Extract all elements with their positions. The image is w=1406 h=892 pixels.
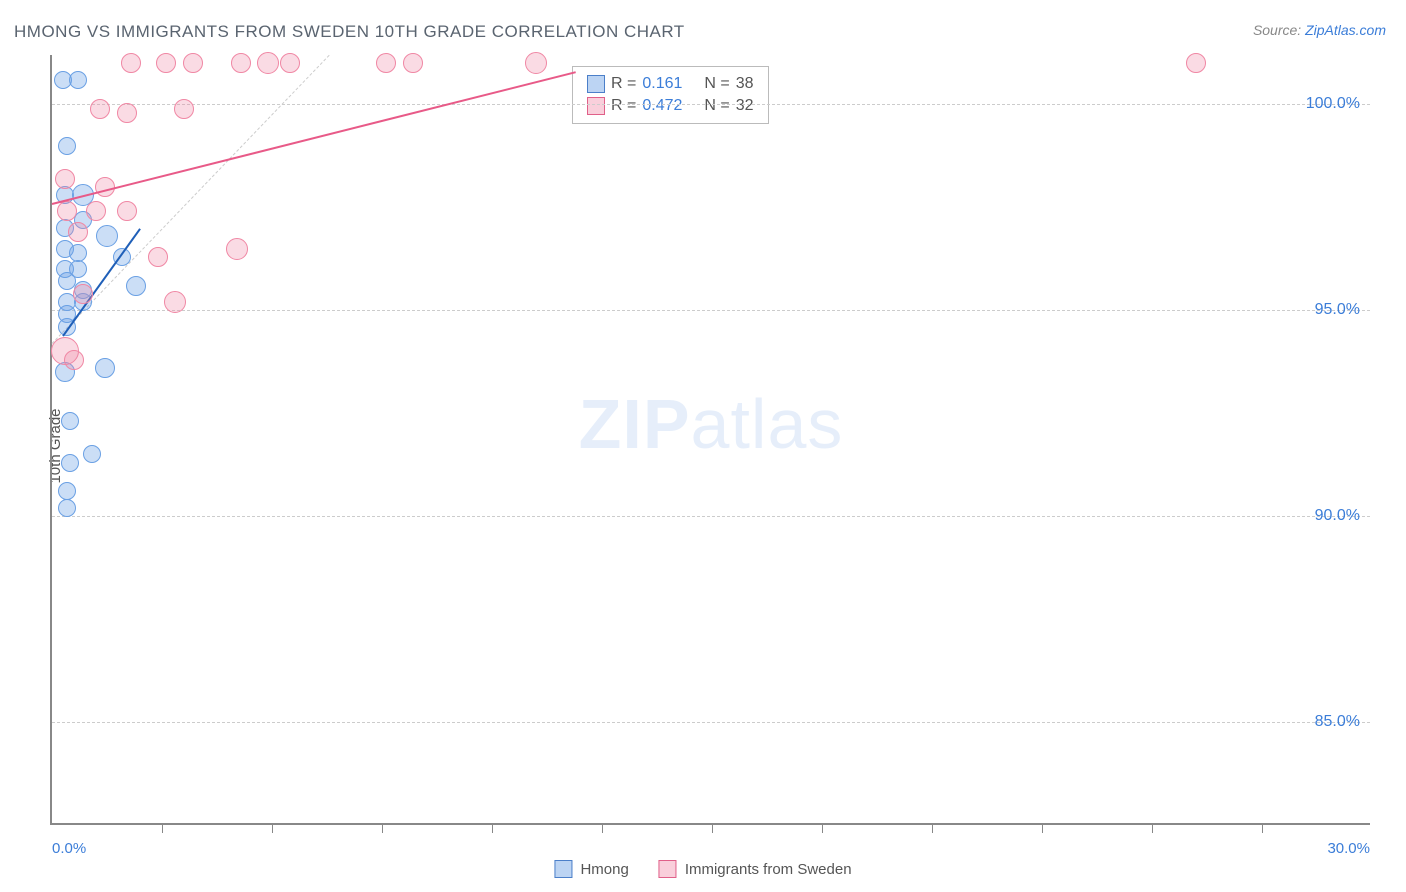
data-point-sweden bbox=[226, 238, 248, 260]
legend-label-hmong: Hmong bbox=[580, 861, 628, 878]
x-tick bbox=[932, 823, 933, 833]
data-point-sweden bbox=[257, 52, 279, 74]
r-value-sweden: 0.472 bbox=[642, 97, 682, 115]
data-point-hmong bbox=[126, 276, 146, 296]
data-point-sweden bbox=[376, 53, 396, 73]
watermark-atlas: atlas bbox=[691, 385, 844, 463]
x-tick bbox=[712, 823, 713, 833]
data-point-sweden bbox=[117, 201, 137, 221]
data-point-sweden bbox=[231, 53, 251, 73]
data-point-sweden bbox=[117, 103, 137, 123]
data-point-hmong bbox=[58, 482, 76, 500]
gridline bbox=[52, 722, 1370, 723]
data-point-sweden bbox=[174, 99, 194, 119]
data-point-sweden bbox=[156, 53, 176, 73]
data-point-sweden bbox=[90, 99, 110, 119]
watermark-zip: ZIP bbox=[579, 385, 691, 463]
y-tick-label: 90.0% bbox=[1315, 507, 1360, 525]
data-point-sweden bbox=[73, 284, 93, 304]
data-point-sweden bbox=[1186, 53, 1206, 73]
watermark: ZIPatlas bbox=[579, 384, 844, 464]
y-tick-label: 100.0% bbox=[1306, 95, 1360, 113]
swatch-sweden-icon bbox=[587, 97, 605, 115]
gridline bbox=[52, 310, 1370, 311]
data-point-hmong bbox=[95, 358, 115, 378]
source-link[interactable]: ZipAtlas.com bbox=[1305, 22, 1386, 38]
n-value-sweden: 32 bbox=[736, 97, 754, 115]
data-point-hmong bbox=[69, 71, 87, 89]
r-label: R = bbox=[611, 75, 636, 93]
data-point-hmong bbox=[58, 499, 76, 517]
x-tick bbox=[382, 823, 383, 833]
x-tick-label-min: 0.0% bbox=[52, 840, 86, 857]
legend-swatch-hmong-icon bbox=[554, 860, 572, 878]
data-point-sweden bbox=[148, 247, 168, 267]
n-label: N = bbox=[704, 75, 729, 93]
x-tick bbox=[492, 823, 493, 833]
source-label: Source: bbox=[1253, 22, 1301, 38]
legend-item-sweden: Immigrants from Sweden bbox=[659, 860, 852, 878]
source-attribution: Source: ZipAtlas.com bbox=[1253, 22, 1386, 38]
y-tick-label: 95.0% bbox=[1315, 301, 1360, 319]
x-tick bbox=[1042, 823, 1043, 833]
data-point-sweden bbox=[525, 52, 547, 74]
y-tick-label: 85.0% bbox=[1315, 713, 1360, 731]
data-point-hmong bbox=[69, 244, 87, 262]
chart-title: HMONG VS IMMIGRANTS FROM SWEDEN 10TH GRA… bbox=[14, 22, 685, 42]
data-point-sweden bbox=[55, 169, 75, 189]
n-label-2: N = bbox=[704, 97, 729, 115]
x-tick bbox=[602, 823, 603, 833]
trend-line-sweden bbox=[52, 72, 576, 206]
data-point-sweden bbox=[86, 201, 106, 221]
data-point-hmong bbox=[61, 412, 79, 430]
legend-stats-row-sweden: R = 0.472 N = 32 bbox=[587, 95, 754, 117]
n-value-hmong: 38 bbox=[736, 75, 754, 93]
x-tick bbox=[1262, 823, 1263, 833]
data-point-hmong bbox=[96, 225, 118, 247]
x-tick bbox=[822, 823, 823, 833]
bottom-legend: Hmong Immigrants from Sweden bbox=[554, 860, 851, 878]
data-point-sweden bbox=[280, 53, 300, 73]
data-point-hmong bbox=[61, 454, 79, 472]
legend-stats-box: R = 0.161 N = 38 R = 0.472 N = 32 bbox=[572, 66, 769, 124]
r-label-2: R = bbox=[611, 97, 636, 115]
data-point-sweden bbox=[64, 350, 84, 370]
legend-swatch-sweden-icon bbox=[659, 860, 677, 878]
data-point-hmong bbox=[58, 137, 76, 155]
plot-area: ZIPatlas R = 0.161 N = 38 R = 0.472 N = … bbox=[50, 55, 1370, 825]
data-point-sweden bbox=[57, 201, 77, 221]
data-point-hmong bbox=[83, 445, 101, 463]
gridline bbox=[52, 516, 1370, 517]
x-tick bbox=[1152, 823, 1153, 833]
x-tick bbox=[162, 823, 163, 833]
gridline bbox=[52, 104, 1370, 105]
chart-container: HMONG VS IMMIGRANTS FROM SWEDEN 10TH GRA… bbox=[0, 0, 1406, 892]
x-tick bbox=[272, 823, 273, 833]
data-point-sweden bbox=[121, 53, 141, 73]
legend-stats-row-hmong: R = 0.161 N = 38 bbox=[587, 73, 754, 95]
x-tick-label-max: 30.0% bbox=[1327, 840, 1370, 857]
swatch-hmong-icon bbox=[587, 75, 605, 93]
data-point-sweden bbox=[68, 222, 88, 242]
r-value-hmong: 0.161 bbox=[642, 75, 682, 93]
data-point-sweden bbox=[183, 53, 203, 73]
legend-label-sweden: Immigrants from Sweden bbox=[685, 861, 852, 878]
data-point-sweden bbox=[164, 291, 186, 313]
diagonal-guide bbox=[52, 55, 330, 344]
data-point-sweden bbox=[403, 53, 423, 73]
legend-item-hmong: Hmong bbox=[554, 860, 628, 878]
